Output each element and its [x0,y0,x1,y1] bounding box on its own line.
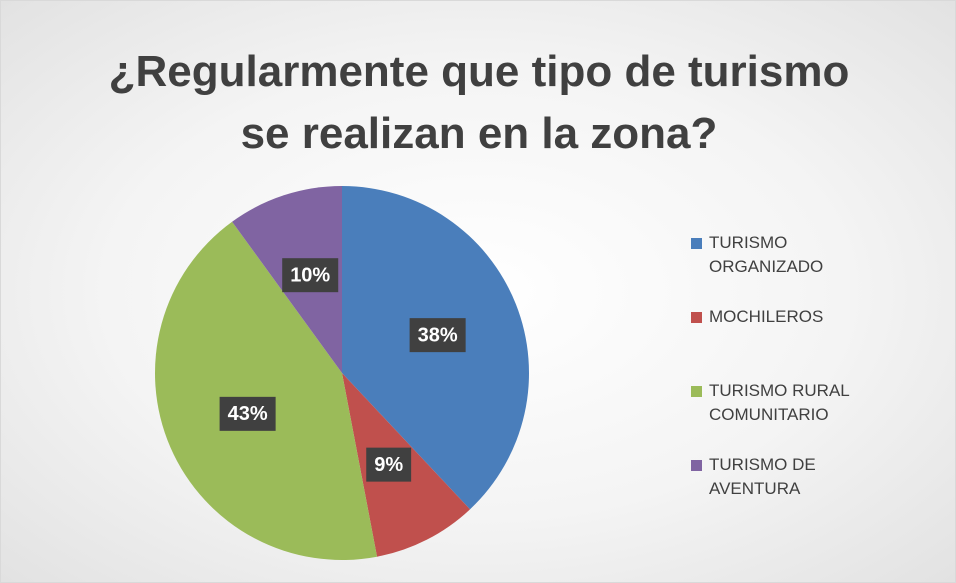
legend-swatch [691,460,702,471]
data-label-box [409,318,466,353]
legend-swatch [691,386,702,397]
data-label-text: 10% [290,264,330,286]
data-label-text: 9% [374,454,403,476]
data-label-box [366,447,412,482]
legend-swatch [691,238,702,249]
legend-item: MOCHILEROS [691,305,884,379]
legend-item: TURISMO DE AVENTURA [691,453,884,527]
data-label-box [219,396,276,431]
data-label-box [282,258,339,293]
data-label: 38% [409,318,466,353]
data-label-text: 38% [418,324,458,346]
legend-item: TURISMO ORGANIZADO [691,231,884,305]
legend: TURISMO ORGANIZADO MOCHILEROS TURISMO RURA… [691,231,951,527]
legend-label: TURISMO ORGANIZADO [709,233,824,276]
data-label-text: 43% [228,403,268,425]
legend-item: TURISMO RURAL COMUNITARIO [691,379,884,453]
legend-label: TURISMO RURAL COMUNITARIO [709,381,850,424]
legend-label: TURISMO DE AVENTURA [709,455,816,498]
legend-swatch [691,312,702,323]
legend-label: MOCHILEROS [709,307,824,326]
data-label: 43% [219,396,276,431]
chart-title: ¿Regularmente que tipo de turismo se rea… [108,47,850,158]
data-label: 9% [366,447,412,482]
pie-slice [154,221,378,561]
data-label: 10% [282,258,339,293]
